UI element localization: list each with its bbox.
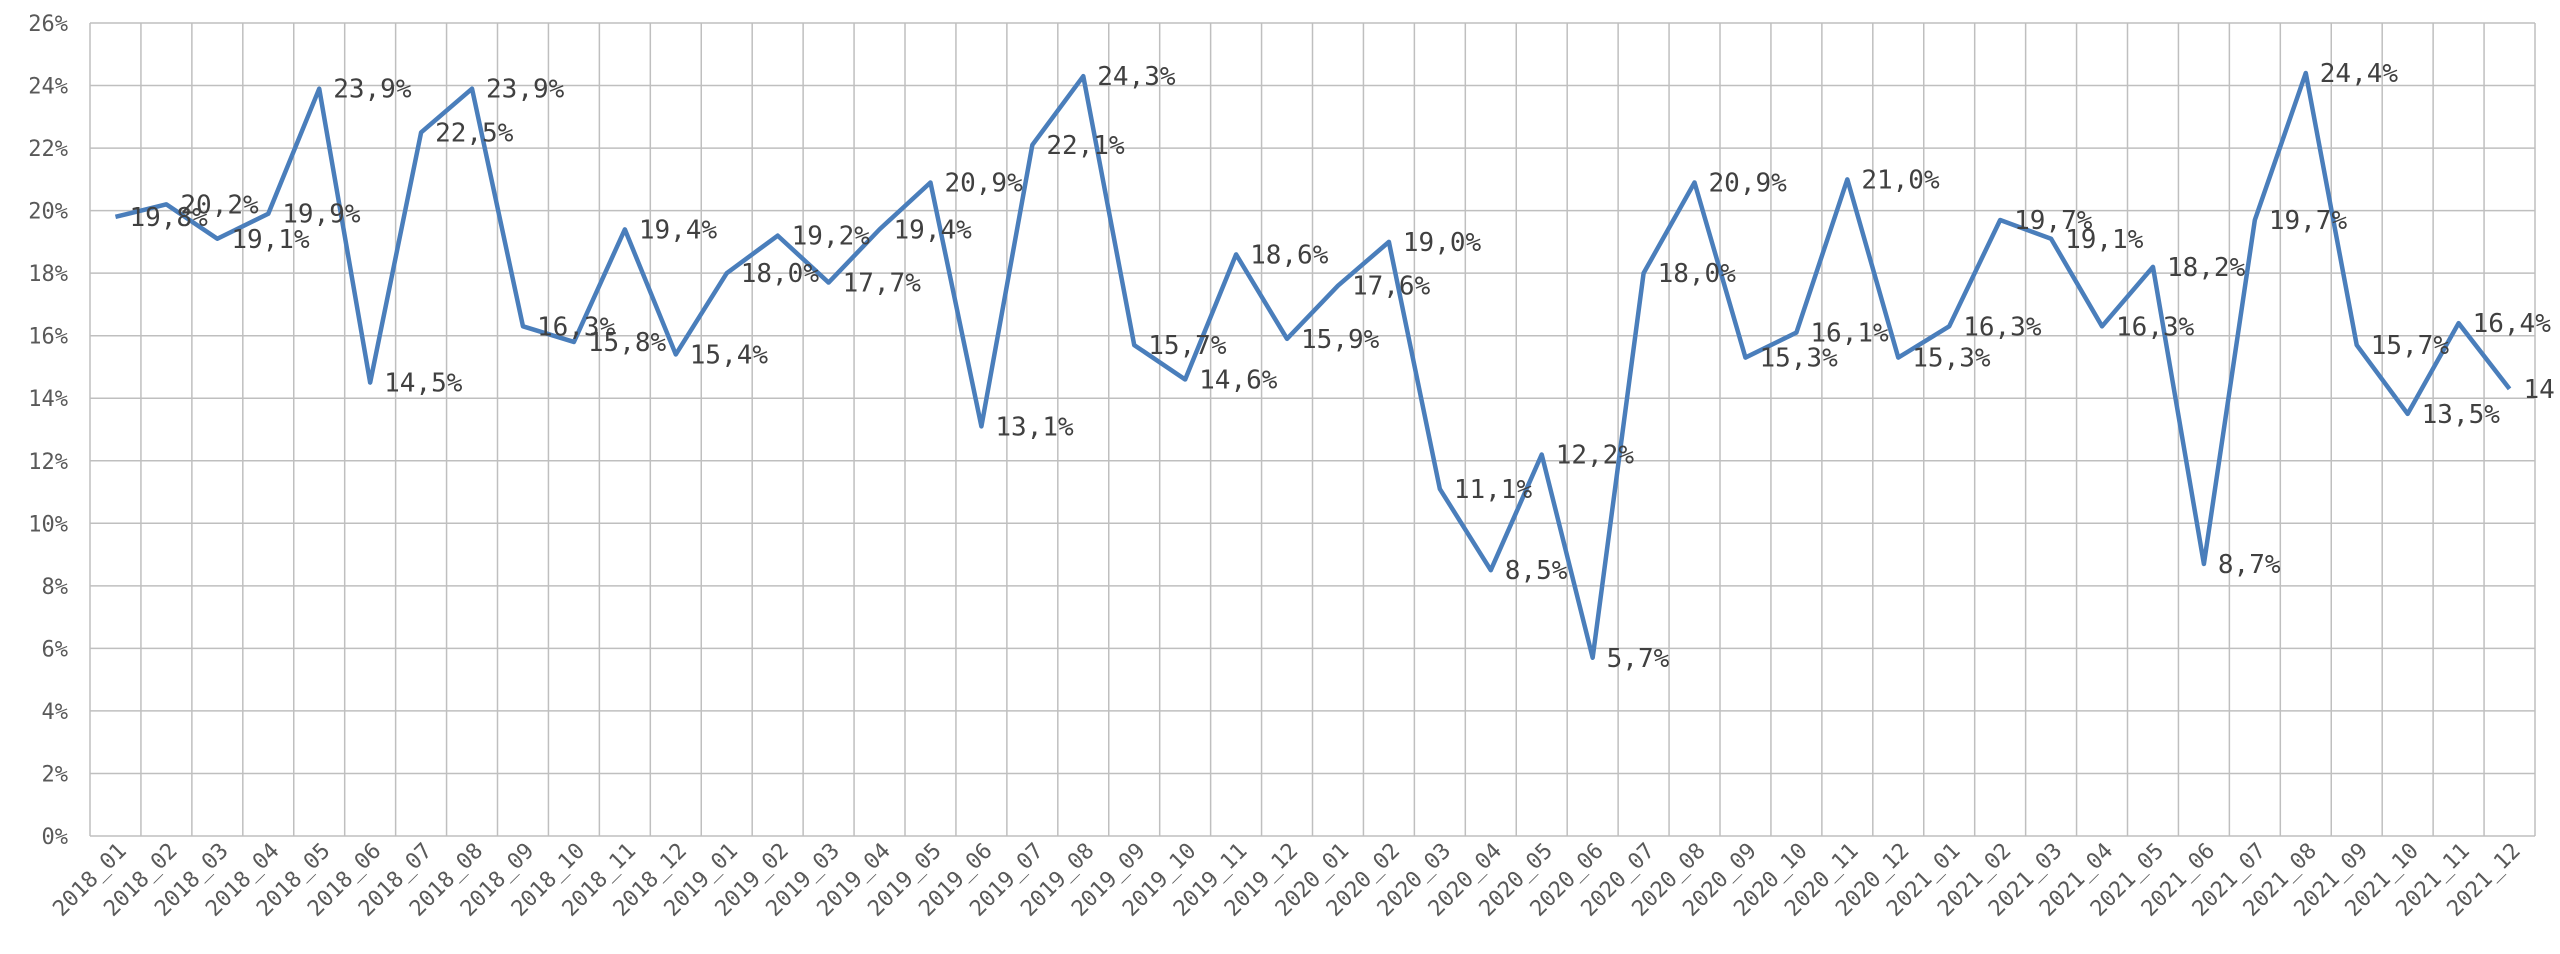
y-tick-label: 10% [28,512,68,537]
y-tick-label: 20% [28,200,68,225]
data-label: 23,9% [486,75,565,105]
data-label: 18,0% [1658,259,1737,289]
data-label: 19,2% [792,222,871,252]
data-label: 19,7% [2269,206,2348,236]
data-label: 15,4% [690,340,769,370]
data-label: 16,1% [1810,319,1889,349]
data-label: 16,4% [2473,309,2552,339]
data-label: 15,8% [588,328,667,358]
data-label: 16,3% [1963,312,2042,342]
data-label: 18,2% [2167,253,2246,283]
data-label: 19,1% [231,225,310,255]
data-label: 20,2% [180,190,259,220]
data-label: 14,6% [1199,365,1278,395]
data-label: 15,7% [2371,331,2450,361]
data-label: 24,4% [2320,59,2399,89]
y-tick-label: 2% [42,762,69,787]
data-label: 12,2% [1556,441,1635,471]
y-tick-label: 0% [42,825,69,850]
data-label: 22,1% [1046,131,1125,161]
data-label: 20,9% [944,168,1023,198]
y-tick-label: 14% [28,387,68,412]
data-label: 19,7% [2014,206,2093,236]
data-label: 15,9% [1301,325,1380,355]
data-label: 18,0% [741,259,820,289]
data-label: 20,9% [1709,168,1788,198]
data-label: 13,5% [2422,400,2501,430]
data-label: 8,5% [1505,556,1568,586]
data-label: 19,4% [639,215,718,245]
data-label: 8,7% [2218,550,2281,580]
data-label: 15,3% [1759,344,1838,374]
y-tick-label: 6% [42,637,69,662]
data-label: 23,9% [333,75,412,105]
y-tick-label: 8% [42,575,69,600]
data-label: 14,5% [384,369,463,399]
data-label: 17,7% [843,269,922,299]
y-tick-label: 16% [28,325,68,350]
data-label: 22,5% [435,118,514,148]
y-tick-label: 4% [42,700,69,725]
y-tick-label: 22% [28,137,68,162]
data-line [114,70,2512,661]
y-tick-label: 12% [28,450,68,475]
data-label: 19,9% [282,200,361,230]
data-label: 19,8% [129,203,208,233]
y-tick-label: 18% [28,262,68,287]
data-label: 16,3% [537,312,616,342]
data-label: 15,7% [1148,331,1227,361]
data-label: 11,1% [1454,475,1533,505]
data-label: 13,1% [995,412,1074,442]
y-tick-label: 26% [28,12,68,37]
data-label: 16,3% [2116,312,2195,342]
data-label: 19,4% [894,215,973,245]
data-label: 24,3% [1097,62,1176,92]
data-label: 15,3% [1912,344,1991,374]
data-label: 21,0% [1861,165,1940,195]
data-label: 18,6% [1250,240,1329,270]
data-label: 19,0% [1403,228,1482,258]
data-label: 17,6% [1352,272,1431,302]
y-tick-label: 24% [28,75,68,100]
data-label: 5,7% [1607,644,1670,674]
data-label: 19,1% [2065,225,2144,255]
data-label: 14,3% [2524,375,2560,405]
